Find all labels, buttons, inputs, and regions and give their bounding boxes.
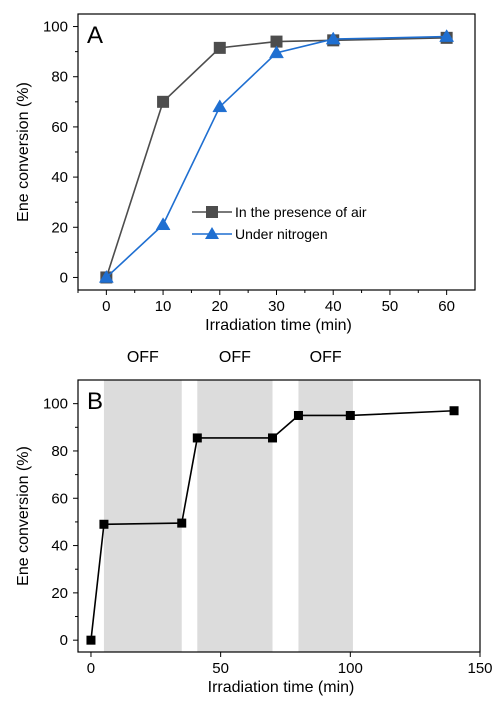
x-axis-label: Irradiation time (min)	[205, 317, 352, 334]
off-region	[103, 380, 182, 652]
series-line	[105, 35, 447, 279]
panel-b-chart: OFF OFF OFF 0 50 100 150 0 20 40 60 80 100 Irradiatio…	[15, 349, 493, 696]
y-tick-label: 20	[51, 219, 68, 236]
off-region-label: OFF	[310, 349, 342, 366]
y-tick-label: 100	[43, 396, 68, 413]
y-tick-label: 40	[51, 538, 68, 555]
data-point-square	[449, 406, 459, 416]
data-point-square	[192, 433, 202, 443]
y-tick-label: 80	[51, 443, 68, 460]
series-line	[90, 409, 455, 641]
data-point-square	[157, 95, 170, 108]
legend-label: Under nitrogen	[235, 226, 328, 242]
data-point-triangle	[325, 31, 341, 45]
data-point-square	[99, 519, 109, 529]
data-point-triangle	[439, 29, 455, 42]
data-point-square	[345, 410, 355, 420]
panel-a-chart: 0 10 20 30 40 50 60 0 20 40 60 80 100 Irradiation tim…	[15, 13, 476, 334]
x-tick-label: 30	[268, 298, 285, 315]
y-tick-label: 100	[43, 19, 68, 36]
data-point-triangle	[98, 269, 114, 283]
data-point-square	[268, 433, 278, 443]
off-region	[197, 380, 273, 652]
data-point-square	[270, 35, 283, 48]
x-axis-label: Irradiation time (min)	[208, 679, 355, 696]
legend-marker-square	[206, 206, 218, 218]
data-point-triangle	[155, 217, 171, 231]
off-region	[298, 380, 353, 652]
data-point-square	[86, 635, 96, 645]
x-tick-label: 150	[467, 660, 492, 677]
y-tick-label: 60	[51, 119, 68, 136]
y-tick-label: 80	[51, 69, 68, 86]
y-tick-label: 60	[51, 490, 68, 507]
legend-label: In the presence of air	[235, 204, 367, 220]
y-tick-label: 0	[60, 632, 68, 649]
y-axis-label: Ene conversion (%)	[15, 446, 32, 586]
x-tick-label: 0	[102, 298, 110, 315]
y-tick-label: 20	[51, 585, 68, 602]
y-axis-label: Ene conversion (%)	[15, 82, 32, 222]
legend-marker-triangle	[205, 227, 219, 239]
x-tick-label: 100	[338, 660, 363, 677]
data-point-square	[177, 518, 187, 528]
plot-frame	[77, 379, 481, 653]
off-region-label: OFF	[127, 349, 159, 366]
data-point-triangle	[212, 99, 228, 113]
x-tick-label: 10	[155, 298, 172, 315]
data-point-square	[213, 41, 226, 54]
data-point-triangle	[269, 45, 284, 59]
x-tick-label: 0	[87, 660, 95, 677]
off-region-label: OFF	[219, 349, 251, 366]
data-point-square	[293, 410, 303, 420]
x-tick-label: 60	[438, 298, 455, 315]
y-tick-label: 0	[60, 269, 68, 286]
x-tick-label: 20	[211, 298, 228, 315]
x-tick-label: 40	[325, 298, 342, 315]
x-tick-label: 50	[382, 298, 399, 315]
series-line	[105, 37, 447, 278]
panel-label: B	[87, 388, 103, 415]
x-tick-label: 50	[212, 660, 229, 677]
y-tick-label: 40	[51, 169, 68, 186]
panel-label: A	[87, 22, 103, 49]
